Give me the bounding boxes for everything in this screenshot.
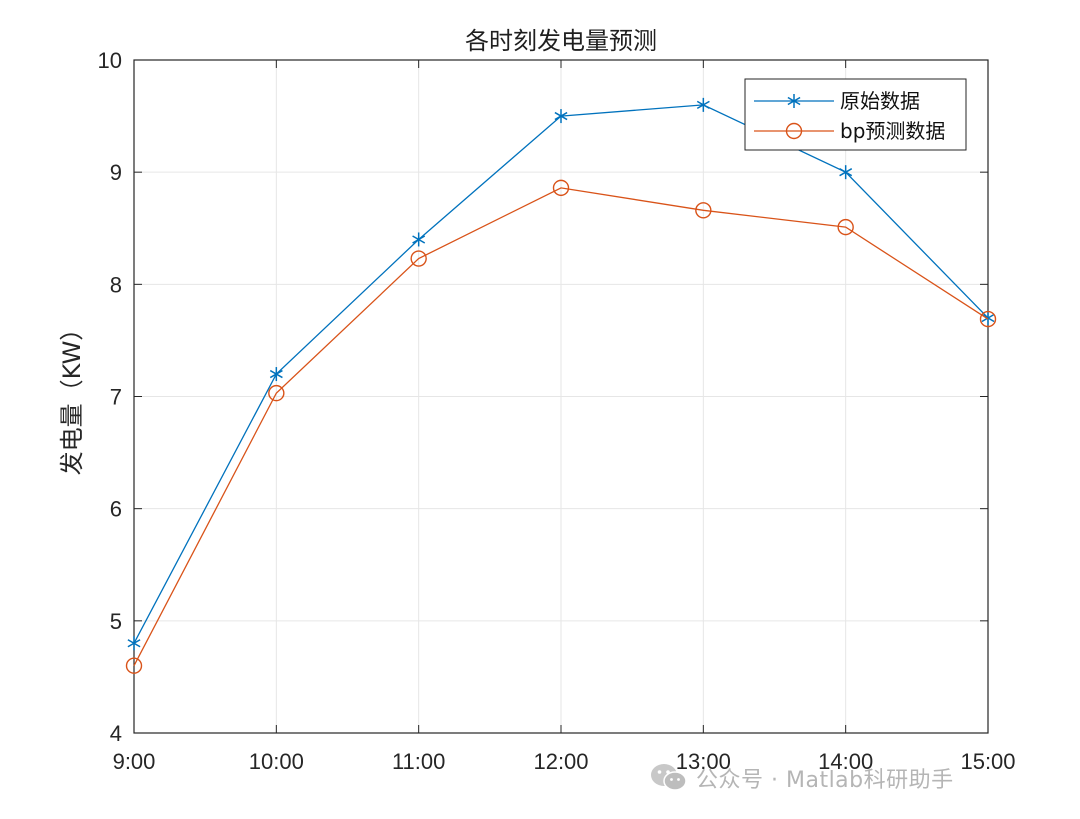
x-tick-label: 10:00 [249,749,304,774]
y-tick-label: 8 [110,272,122,297]
data-point [269,367,283,382]
data-point [554,109,568,124]
data-point [410,250,427,267]
watermark-text: 公众号 · Matlab科研助手 [696,768,954,793]
x-tick-label: 13:00 [676,749,731,774]
y-tick-label: 7 [110,385,122,410]
x-axis: 9:00 10:00 11:00 12:00 13:00 14:00 15:00 [113,60,1016,774]
data-point [839,165,853,180]
legend-swatch-marker [787,94,801,108]
wechat-icon [651,764,687,791]
y-axis: 4 5 6 7 8 9 10 [98,48,988,746]
x-tick-label: 12:00 [533,749,588,774]
legend-swatch-marker [785,122,803,140]
y-tick-label: 6 [110,497,122,522]
data-point [696,97,710,112]
x-tick-label: 14:00 [818,749,873,774]
y-tick-label: 5 [110,609,122,634]
data-point [981,310,995,325]
series-1 [127,97,995,651]
series-2 [125,179,997,674]
data-point [552,179,570,197]
legend-label: bp预测数据 [840,119,945,143]
legend-entry: 原始数据 [754,89,920,113]
watermark: 公众号 · Matlab科研助手 [650,758,954,798]
y-tick-label: 10 [98,48,122,73]
legend-box [744,78,967,151]
y-tick-label: 9 [110,160,122,185]
x-tick-label: 15:00 [960,749,1015,774]
x-tick-label: 11:00 [392,749,445,774]
data-point [127,636,141,651]
y-axis-label: 发电量（KW） [58,317,86,476]
chart-title: 各时刻发电量预测 [465,27,657,55]
data-point [125,657,143,674]
series-line [133,187,989,667]
legend-label: 原始数据 [840,89,920,113]
data-point [979,310,997,328]
data-point [837,218,854,236]
legend: 原始数据 bp预测数据 [744,78,967,151]
grid [133,59,989,734]
data-point [268,384,285,402]
y-tick-label: 4 [110,721,122,746]
series [125,97,997,674]
data-point [695,202,712,219]
x-tick-label: 9:00 [113,749,156,774]
data-point [412,232,426,247]
legend-entry: bp预测数据 [754,119,945,143]
